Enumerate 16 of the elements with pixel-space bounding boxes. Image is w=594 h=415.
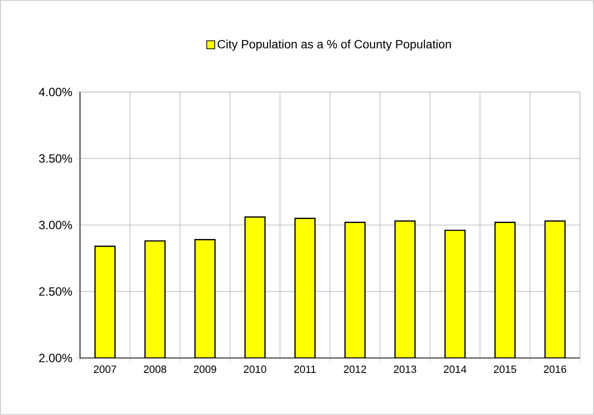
x-tick-label: 2007: [94, 366, 116, 373]
x-tick-label: 2016: [544, 366, 566, 373]
x-tick-label: 2013: [394, 366, 416, 373]
y-tick-label: 2.00%: [39, 354, 72, 362]
x-tick-label: 2011: [294, 366, 316, 373]
x-tick-label: 2010: [244, 366, 266, 373]
x-tick-label: 2008: [144, 366, 166, 373]
x-tick-label: 2009: [194, 366, 216, 373]
x-tick-label: 2014: [444, 366, 466, 373]
x-tick-label: 2015: [494, 366, 516, 373]
legend-label: City Population as a % of County Population: [218, 40, 451, 51]
y-tick-label: 2.50%: [39, 287, 72, 296]
y-tick-label: 3.50%: [39, 154, 72, 163]
y-tick-label: 3.00%: [39, 220, 72, 230]
y-tick-label: 4.00%: [38, 88, 72, 96]
x-tick-label: 2012: [344, 366, 366, 373]
